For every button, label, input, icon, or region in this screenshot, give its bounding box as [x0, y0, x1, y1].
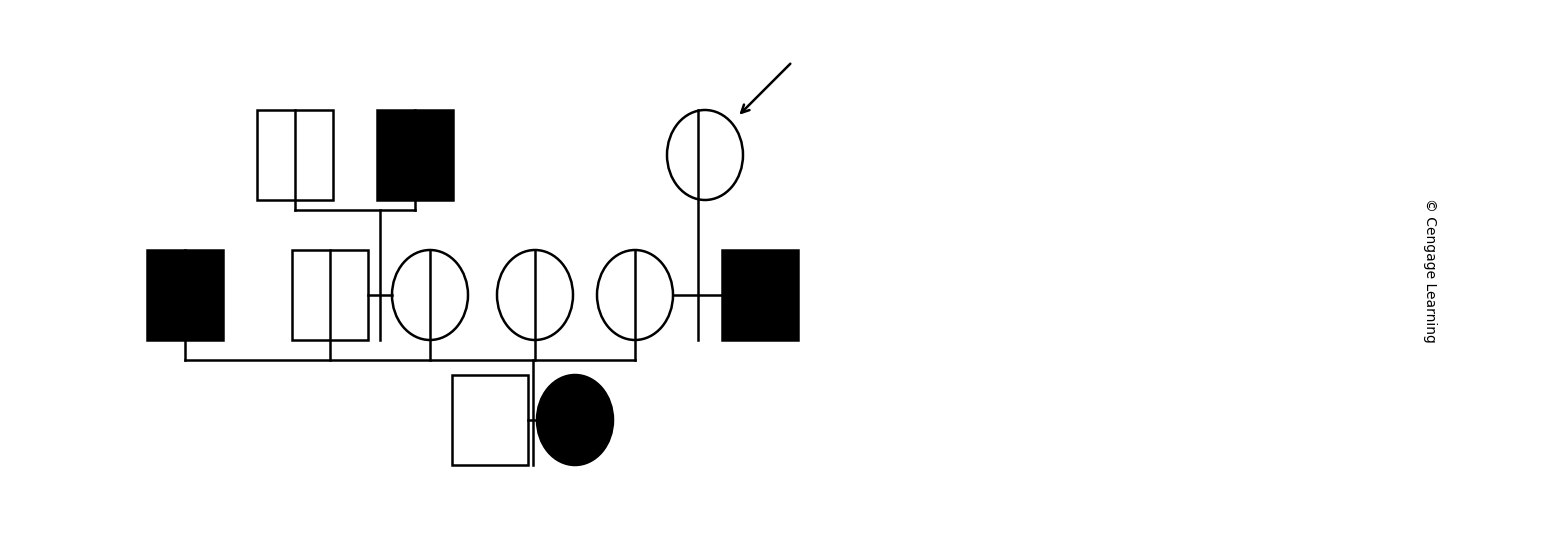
- Bar: [293, 250, 368, 340]
- Bar: [721, 250, 799, 340]
- Bar: [257, 110, 333, 200]
- Bar: [452, 375, 528, 465]
- Ellipse shape: [667, 110, 743, 200]
- Bar: [378, 110, 454, 200]
- Text: © Cengage Learning: © Cengage Learning: [1423, 198, 1437, 342]
- Bar: [147, 250, 223, 340]
- Ellipse shape: [598, 250, 673, 340]
- Ellipse shape: [392, 250, 467, 340]
- Ellipse shape: [537, 375, 613, 465]
- Ellipse shape: [497, 250, 573, 340]
